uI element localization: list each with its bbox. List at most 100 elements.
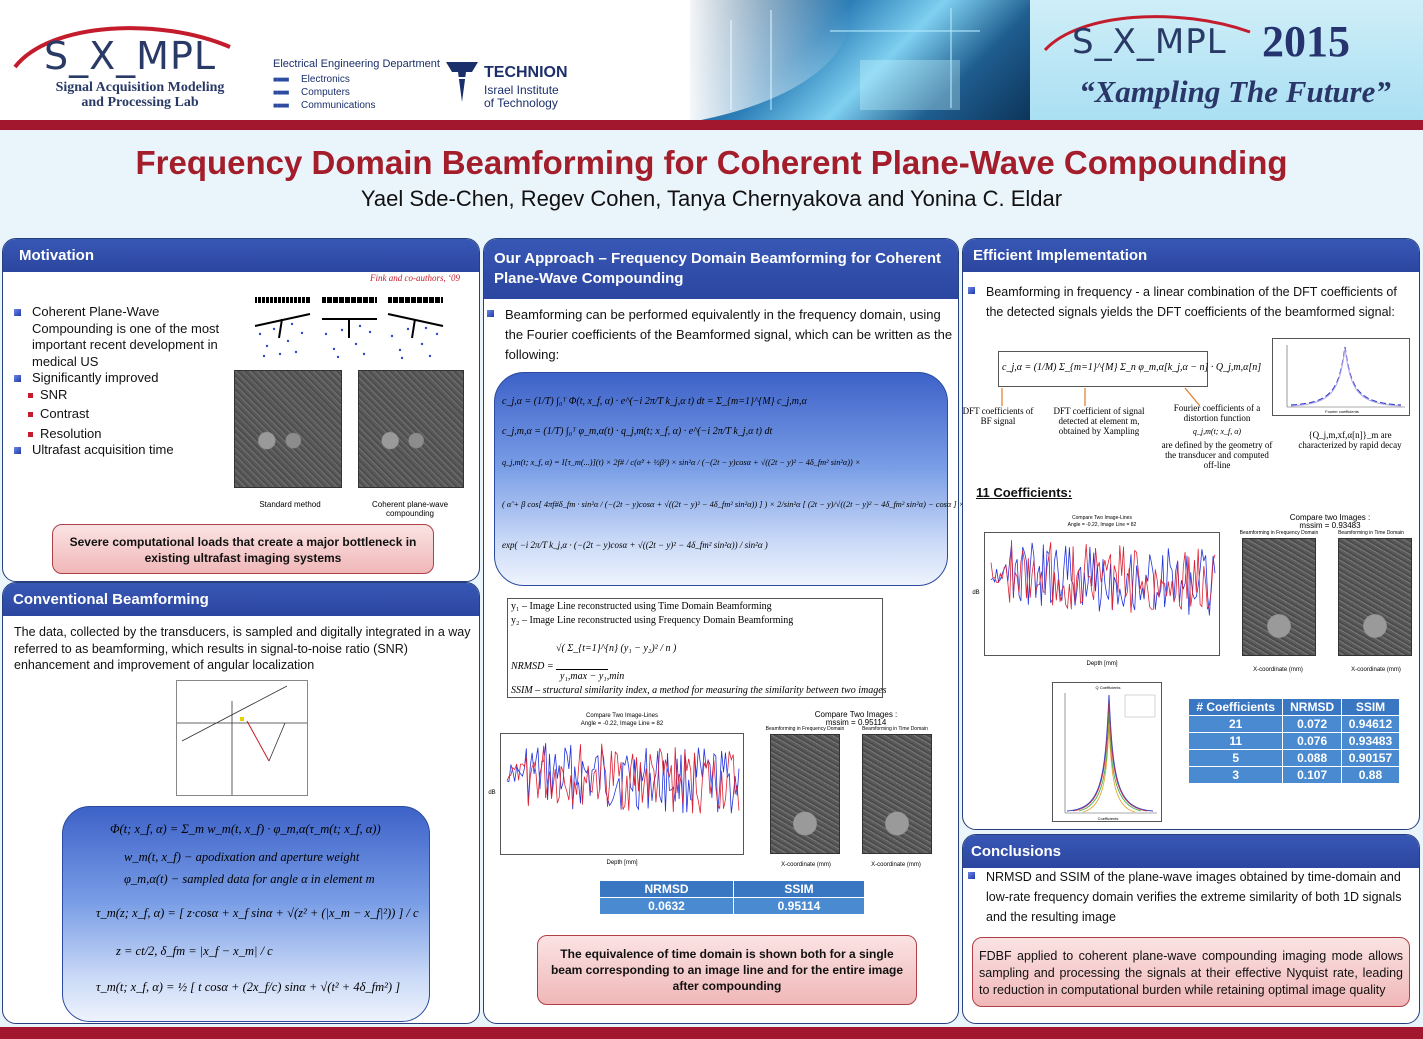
efficient-plot-title: Compare Two Image-Lines	[1072, 515, 1132, 521]
conclusions-bullet: NRMSD and SSIM of the plane-wave images …	[968, 867, 1408, 927]
decay-plot-svg	[1286, 345, 1405, 408]
efficient-freq-image	[1242, 538, 1316, 656]
approach-plot-subtitle: Angle = -0.22, Image Line = 82	[580, 721, 664, 727]
approach-eq3: q_j,m(t; x_f, α) = I[τ_m(...)](t) × 2f# …	[502, 458, 861, 467]
table-row: 5 0.088 0.90157	[1187, 749, 1401, 767]
efficient-results-table: # Coefficients NRMSD SSIM 21 0.072 0.946…	[1187, 698, 1401, 784]
approach-plot-title: Compare Two Image-Lines	[586, 713, 658, 719]
table-cell: 5	[1187, 749, 1284, 767]
banner-year: 2015	[1262, 17, 1350, 66]
q-plot-xlabel: Coefficients	[1097, 816, 1119, 821]
efficient-img-title: Compare two Images :	[1289, 513, 1371, 522]
approach-results-table: NRMSD SSIM 0.0632 0.95114	[599, 880, 865, 915]
label-fourier-a: Fourier coefficients of a distortion fun…	[1173, 403, 1261, 423]
nrmsd-num: √( Σ_{t=1}^{n} (y₁ − y₂)² / n )	[556, 643, 677, 654]
decay-plot-xlabel: Fourier coefficients	[1325, 409, 1359, 414]
signal-line	[990, 542, 1216, 616]
table-header: NRMSD	[599, 880, 734, 898]
approach-equation-box	[494, 372, 948, 586]
efficient-time-image	[1338, 538, 1412, 656]
motivation-bullet: Ultrafast acquisition time	[14, 442, 224, 459]
table-cell: 0.107	[1282, 766, 1342, 784]
header-banner: S_X_MPL Signal Acquisition Modeling and …	[0, 0, 1423, 122]
table-cell: 11	[1187, 732, 1284, 750]
approach-eq1: c_j,α = (1/T) ∫₀ᵀ Φ(t, x_f, α) · e^(−i 2…	[502, 396, 807, 407]
def-y2: y₂ – Image Line reconstructed using Freq…	[511, 615, 794, 626]
conclusions-text: NRMSD and SSIM of the plane-wave images …	[968, 867, 1408, 927]
table-cell: 0.94612	[1340, 715, 1401, 733]
decay-plot: Fourier coefficients	[1272, 338, 1410, 416]
nrmsd-definition-box: y₁ – Image Line reconstructed using Time…	[507, 598, 887, 698]
motivation-bullet: Significantly improved	[14, 370, 224, 387]
approach-img-subtitle: mssim = 0.95114	[825, 718, 887, 727]
bottom-red-bar	[0, 1027, 1423, 1039]
efficient-img-right-label: Beamforming in Time Domain	[1338, 530, 1404, 536]
efficient-img-xlabel-2: X-coordinate (mm)	[1351, 667, 1401, 673]
lab-name-line1: Signal Acquisition Modeling	[55, 80, 225, 95]
table-header: SSIM	[1340, 698, 1401, 716]
table-cell: 0.95114	[733, 897, 865, 915]
fraction-bar	[556, 669, 608, 670]
conclusions-heading: Conclusions	[963, 835, 1419, 868]
geometry-figure	[177, 685, 307, 795]
motivation-heading: Motivation	[3, 239, 479, 272]
table-cell: 0.0632	[599, 897, 734, 915]
table-cell: 0.072	[1282, 715, 1342, 733]
conventional-eq5: z = ct/2, δ_fm = |x_f − x_m| / c	[116, 944, 273, 958]
right-banner	[1030, 0, 1423, 122]
q-plot-title: Q Coefficients	[1095, 685, 1121, 690]
motivation-sub-bullet: Contrast	[14, 406, 224, 423]
approach-time-image	[862, 734, 932, 854]
conventional-equation-box	[62, 806, 430, 1022]
technion-logo-icon	[446, 62, 478, 102]
approach-text: Beamforming can be performed equivalentl…	[487, 305, 953, 365]
nrmsd-lhs: NRMSD =	[511, 661, 554, 672]
approach-line-plot	[500, 733, 744, 855]
table-cell: 0.90157	[1340, 749, 1401, 767]
approach-eq2: c_j,m,α = (1/T) ∫₀ᵀ φ_m,α(t) · q_j,m(t; …	[502, 426, 773, 437]
lab-logo: S_X_MPL	[44, 34, 217, 78]
approach-plot-ylabel: dB	[488, 790, 496, 796]
efficient-heading: Efficient Implementation	[963, 239, 1419, 272]
efficient-img-xlabel: X-coordinate (mm)	[1253, 667, 1303, 673]
top-red-bar	[0, 120, 1423, 130]
standard-method-image	[234, 370, 342, 488]
dept-item: Electronics	[301, 74, 350, 85]
efficient-arrows	[1001, 387, 1200, 407]
motivation-red-note: Severe computational loads that create a…	[52, 524, 434, 574]
efficient-plot-ylabel: dB	[972, 590, 980, 596]
table-cell: 0.93483	[1340, 732, 1401, 750]
approach-eq4: ( α̃ + β cos[ 4πf#δ_fm · sin²α / (−(2t −…	[502, 500, 965, 509]
signal-line	[506, 743, 740, 814]
q-coefficients-plot-svg	[1064, 693, 1157, 814]
lab-name-line2: and Processing Lab	[81, 95, 199, 110]
efficient-text: Beamforming in frequency - a linear comb…	[968, 282, 1416, 322]
label-bf-signal: DFT coefficients of BF signal	[962, 406, 1034, 426]
conventional-eq2: w_m(t, x_f) − apodixation and aperture w…	[124, 850, 360, 864]
technion-sub1: Israel Institute	[484, 83, 559, 97]
label-fourier-b: q_j,m(t; x_f, α)	[1192, 427, 1242, 436]
coeff-heading: 11 Coefficients:	[976, 485, 1073, 500]
lab-logo-swoosh-icon	[13, 26, 231, 69]
compounding-caption: Coherent plane-wave compounding	[371, 500, 449, 518]
conventional-heading: Conventional Beamforming	[3, 583, 479, 616]
efficient-bullet: Beamforming in frequency - a linear comb…	[968, 282, 1416, 322]
dept-block: Electrical Engineering Department ■■■■ El…	[273, 58, 440, 111]
dept-item: Communications	[301, 100, 376, 111]
technion-sub2: of Technology	[484, 96, 558, 110]
approach-bullet: Beamforming can be performed equivalentl…	[487, 305, 953, 365]
table-row: 21 0.072 0.94612	[1187, 715, 1401, 733]
plane-wave-diagram	[254, 297, 444, 360]
banner-logo: S_X_MPL	[1072, 22, 1227, 62]
geometry-diagram	[176, 680, 308, 796]
conventional-eq1: Φ(t; x_f, α) = Σ_m w_m(t, x_f) · φ_m,α(τ…	[110, 822, 381, 836]
table-cell: 0.88	[1340, 766, 1401, 784]
label-fourier-c: are defined by the geometry of the trans…	[1161, 440, 1273, 470]
banner-tagline: “Xampling The Future”	[1079, 74, 1391, 109]
def-y1: y₁ – Image Line reconstructed using Time…	[511, 601, 772, 612]
conventional-text: The data, collected by the transducers, …	[14, 625, 471, 672]
efficient-equation-box	[998, 351, 1208, 387]
motivation-bullet: Coherent Plane-Wave Compounding is one o…	[14, 304, 224, 370]
technion-name: TECHNION	[484, 64, 568, 81]
table-header: # Coefficients	[1187, 698, 1284, 716]
